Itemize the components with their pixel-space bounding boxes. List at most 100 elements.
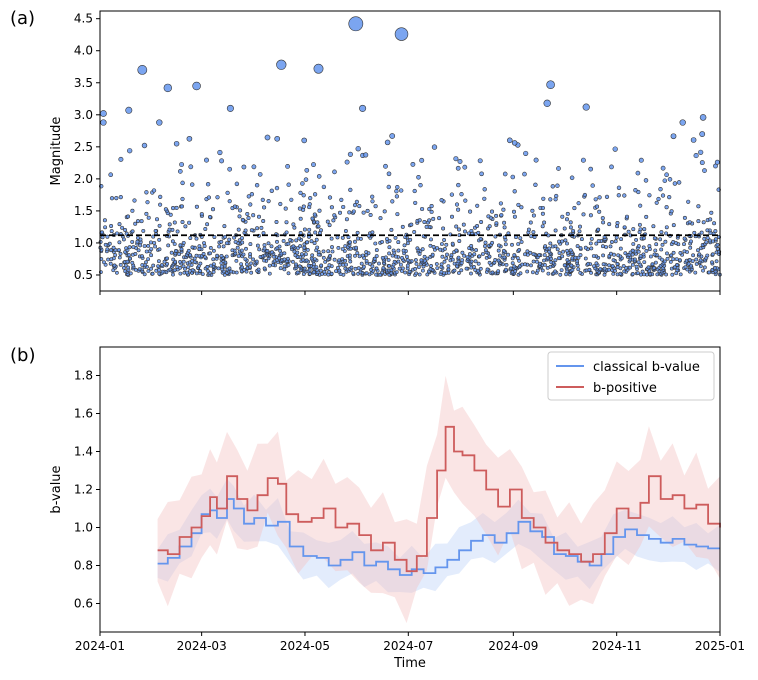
y-tick-label: 0.5: [74, 268, 93, 282]
scatter-point: [246, 194, 251, 199]
scatter-point: [419, 157, 425, 163]
scatter-point: [170, 239, 175, 244]
scatter-point: [601, 253, 606, 258]
scatter-point: [392, 259, 397, 264]
scatter-point: [572, 206, 577, 211]
scatter-point: [304, 167, 310, 173]
scatter-point: [415, 246, 420, 251]
scatter-point: [203, 227, 208, 231]
scatter-point: [699, 131, 706, 138]
scatter-point: [452, 268, 457, 273]
scatter-point: [434, 262, 439, 266]
scatter-point: [254, 182, 260, 188]
scatter-point: [568, 220, 573, 225]
scatter-point: [321, 255, 326, 260]
scatter-point: [446, 264, 451, 269]
scatter-point: [405, 263, 410, 268]
scatter-point: [588, 213, 593, 218]
scatter-point: [282, 257, 287, 262]
scatter-point: [658, 237, 663, 242]
scatter-point: [137, 65, 148, 75]
scatter-point: [578, 224, 582, 229]
scatter-point: [710, 260, 714, 265]
scatter-point: [298, 216, 303, 221]
scatter-point: [137, 267, 142, 272]
scatter-point: [305, 247, 310, 252]
scatter-point: [615, 221, 620, 225]
scatter-point: [315, 245, 320, 250]
scatter-point: [188, 236, 193, 240]
scatter-point: [266, 199, 271, 204]
scatter-point: [660, 242, 665, 247]
scatter-point: [125, 259, 130, 264]
scatter-point: [142, 272, 147, 277]
scatter-point: [633, 188, 638, 193]
scatter-point: [353, 266, 358, 271]
scatter-point: [373, 241, 378, 246]
scatter-point: [652, 252, 657, 257]
scatter-point: [437, 216, 442, 221]
scatter-point: [391, 248, 396, 253]
scatter-point: [361, 264, 366, 269]
scatter-point: [712, 221, 717, 226]
scatter-point: [694, 257, 699, 262]
scatter-point: [647, 244, 652, 249]
scatter-point: [343, 244, 348, 248]
scatter-point: [618, 246, 623, 251]
scatter-point: [291, 222, 296, 227]
scatter-point: [636, 271, 640, 276]
scatter-point: [425, 272, 430, 277]
scatter-point: [300, 181, 305, 186]
scatter-point: [600, 244, 605, 249]
scatter-point: [111, 245, 116, 250]
scatter-point: [234, 258, 239, 263]
scatter-point: [132, 198, 137, 203]
scatter-point: [297, 236, 302, 241]
scatter-point: [531, 213, 536, 218]
scatter-point: [202, 241, 206, 245]
scatter-point: [211, 248, 216, 253]
scatter-point: [329, 271, 334, 276]
scatter-point: [692, 230, 697, 235]
scatter-point: [525, 269, 530, 274]
scatter-point: [597, 209, 602, 214]
scatter-point: [223, 234, 227, 239]
scatter-point: [328, 253, 333, 258]
scatter-point: [227, 237, 232, 242]
x-axis-label-time: Time: [393, 656, 426, 671]
scatter-point: [319, 263, 324, 268]
scatter-point: [354, 199, 359, 204]
scatter-point: [108, 261, 113, 266]
scatter-point: [198, 269, 203, 273]
scatter-point: [139, 219, 144, 224]
scatter-point: [531, 259, 536, 264]
scatter-point: [698, 258, 703, 263]
scatter-point: [125, 214, 131, 219]
scatter-point: [578, 253, 583, 258]
scatter-point: [337, 258, 342, 263]
scatter-point: [576, 201, 581, 206]
scatter-point: [583, 245, 588, 250]
scatter-point: [203, 255, 208, 260]
scatter-point: [578, 246, 583, 250]
scatter-point: [207, 214, 213, 220]
scatter-point: [190, 268, 195, 273]
scatter-point: [168, 212, 173, 217]
scatter-point: [677, 258, 682, 263]
scatter-point: [540, 224, 545, 229]
scatter-point: [453, 156, 459, 162]
scatter-point: [635, 170, 641, 176]
scatter-point: [483, 244, 487, 249]
scatter-point: [638, 203, 643, 208]
scatter-point: [128, 256, 133, 261]
scatter-point: [144, 211, 149, 216]
scatter-point: [248, 252, 253, 257]
scatter-point: [217, 149, 223, 156]
scatter-point: [460, 258, 465, 263]
scatter-point: [169, 250, 174, 255]
scatter-point: [490, 270, 495, 275]
scatter-point: [601, 262, 606, 267]
scatter-point: [439, 262, 444, 267]
scatter-point: [131, 245, 136, 249]
scatter-point: [343, 229, 348, 233]
